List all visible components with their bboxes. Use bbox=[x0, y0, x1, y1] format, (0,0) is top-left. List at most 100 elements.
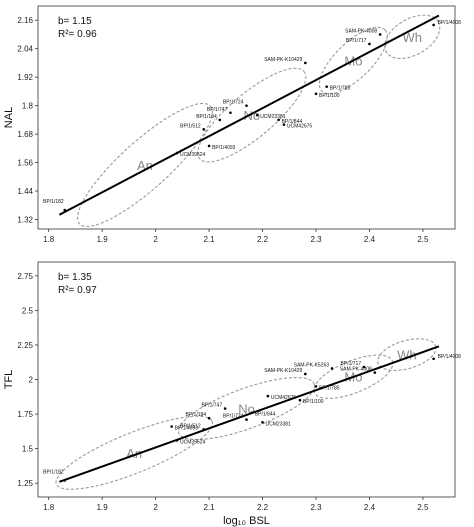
data-point bbox=[63, 479, 67, 482]
plot-frame bbox=[37, 5, 456, 230]
panel-nal: 1.8 1.9 2 2.1 2.2 2.3 2.4 2.51.321.441.561.681.… bbox=[3, 5, 462, 244]
point-label: BP/1/4093 bbox=[175, 426, 199, 432]
point-label: UCM39524 bbox=[180, 439, 206, 445]
x-tick-label: 2.2 bbox=[257, 503, 269, 512]
x-tick-label: 2.3 bbox=[310, 503, 322, 512]
point-label: UCM42675 bbox=[287, 124, 313, 130]
point-label: BP/1/717 bbox=[341, 361, 362, 367]
group-ellipse-an bbox=[55, 415, 214, 490]
y-tick-label: 1.92 bbox=[17, 73, 33, 82]
point-label: BP/1/4008 bbox=[438, 20, 462, 26]
r-squared-label: R²= 0.97 bbox=[58, 285, 97, 296]
y-tick-label: 2.75 bbox=[17, 272, 33, 281]
x-tick-label: 2 bbox=[153, 503, 158, 512]
data-point bbox=[245, 418, 248, 421]
point-label: SAM-PK-4008 bbox=[340, 367, 372, 373]
slope-label: b= 1.15 bbox=[58, 16, 92, 27]
data-point bbox=[432, 23, 435, 27]
x-tick-label: 1.8 bbox=[43, 503, 55, 512]
x-tick-label: 2.2 bbox=[257, 235, 269, 244]
point-label: UCM39524 bbox=[180, 152, 206, 158]
y-axis-label: NAL bbox=[3, 107, 15, 128]
y-tick-label: 1.68 bbox=[17, 130, 33, 139]
point-label: BP/1/724 bbox=[223, 414, 244, 420]
data-point bbox=[362, 365, 366, 369]
point-label: BP/1/100 bbox=[319, 93, 340, 99]
data-point bbox=[207, 416, 211, 420]
y-tick-label: 2.25 bbox=[17, 341, 33, 350]
r-squared-label: R²= 0.96 bbox=[58, 29, 97, 40]
point-label: BP/1/184 bbox=[185, 412, 206, 418]
point-label: BP/1/717 bbox=[346, 38, 367, 44]
data-point bbox=[207, 144, 211, 148]
regression-line bbox=[59, 345, 440, 483]
data-point bbox=[250, 411, 254, 414]
y-tick-label: 1.25 bbox=[17, 479, 33, 488]
data-point bbox=[330, 367, 334, 370]
data-point bbox=[218, 118, 222, 122]
group-ellipse-wh bbox=[384, 14, 441, 60]
point-label: UCM42675 bbox=[271, 395, 297, 401]
group-ellipse-no bbox=[177, 377, 316, 441]
data-point bbox=[282, 123, 286, 126]
data-point bbox=[175, 151, 179, 155]
data-point bbox=[368, 42, 371, 46]
group-ellipse-no bbox=[197, 67, 307, 163]
y-tick-label: 1.56 bbox=[17, 159, 33, 168]
data-point bbox=[304, 61, 307, 65]
data-point bbox=[314, 385, 318, 388]
y-tick-label: 1.5 bbox=[22, 445, 34, 454]
data-point bbox=[277, 118, 280, 122]
y-tick-label: 1.75 bbox=[17, 410, 33, 419]
point-label: BP/1/182 bbox=[43, 199, 64, 205]
plot-frame bbox=[37, 261, 456, 498]
x-tick-label: 2.1 bbox=[204, 235, 216, 244]
regression-line bbox=[58, 14, 440, 216]
group-ellipse-mo bbox=[313, 354, 394, 399]
point-label: SAM-PK-4008 bbox=[345, 28, 377, 34]
data-point bbox=[298, 398, 302, 402]
y-tick-label: 2.04 bbox=[17, 45, 33, 54]
x-tick-label: 2.1 bbox=[204, 503, 216, 512]
data-point bbox=[202, 427, 206, 431]
x-tick-label: 2.4 bbox=[364, 503, 376, 512]
data-point bbox=[229, 111, 232, 115]
point-label: BP/1/844 bbox=[282, 119, 303, 125]
point-label: BP/1/512 bbox=[180, 123, 201, 129]
x-tick-label: 1.9 bbox=[97, 235, 109, 244]
data-point bbox=[373, 371, 377, 374]
panel-tfl: 1.8 1.9 2 2.1 2.2 2.3 2.4 2.5 1.25 1.5 1.75 2 2.25 2.… bbox=[3, 261, 462, 527]
data-point bbox=[202, 128, 206, 131]
y-tick-label: 1.32 bbox=[17, 216, 33, 225]
point-label: BP/1/182 bbox=[43, 469, 64, 475]
point-label: BP/1/747 bbox=[207, 107, 228, 113]
data-point bbox=[378, 33, 382, 36]
point-label: BP/1/844 bbox=[255, 412, 276, 418]
x-axis-label: log₁₀ BSL bbox=[223, 515, 270, 527]
x-tick-label: 2.5 bbox=[417, 503, 429, 512]
y-axis-label: TFL bbox=[3, 370, 15, 390]
x-tick-label: 1.9 bbox=[97, 503, 109, 512]
point-label: BP/1/785 bbox=[330, 86, 351, 92]
point-label: UCM23381 bbox=[260, 114, 286, 120]
point-label: BP/1/785 bbox=[319, 385, 340, 391]
data-point bbox=[304, 372, 307, 376]
data-point bbox=[245, 104, 248, 107]
point-label: BP/1/512 bbox=[180, 423, 201, 429]
point-label: BP/1/4093 bbox=[212, 145, 236, 151]
group-ellipse-mo bbox=[318, 26, 389, 95]
x-tick-label: 2.4 bbox=[364, 235, 376, 244]
data-point bbox=[261, 421, 264, 424]
point-label: BP/1/4008 bbox=[438, 354, 462, 360]
point-label: BP/1/184 bbox=[196, 114, 217, 120]
data-point bbox=[314, 92, 318, 96]
x-tick-label: 2 bbox=[153, 235, 158, 244]
slope-label: b= 1.35 bbox=[58, 272, 92, 283]
group-ellipse-an bbox=[77, 102, 213, 228]
point-label: UCM23381 bbox=[266, 421, 292, 427]
point-label: BP/1/100 bbox=[303, 399, 324, 405]
data-point bbox=[63, 208, 67, 212]
x-tick-label: 1.8 bbox=[43, 235, 55, 244]
y-tick-label: 2.16 bbox=[17, 16, 33, 25]
